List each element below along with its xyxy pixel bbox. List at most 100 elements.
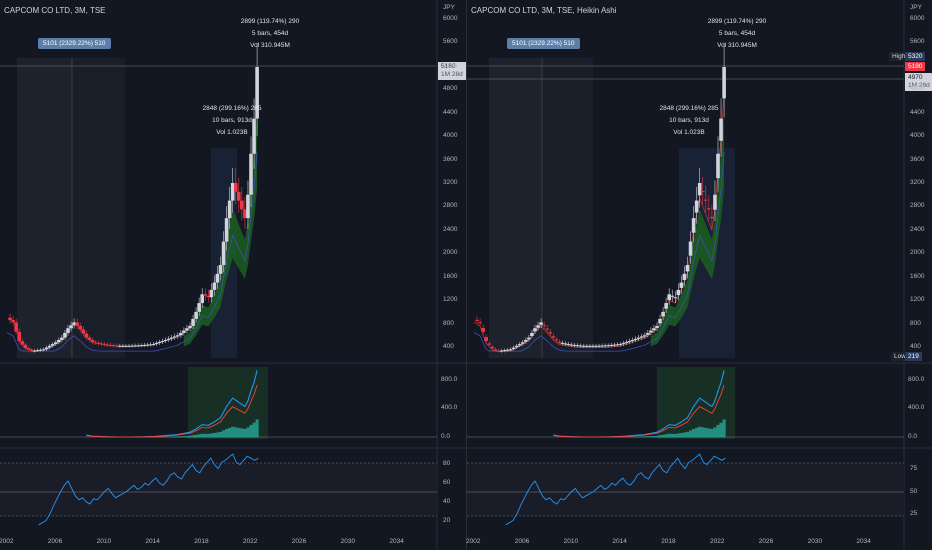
macd-histogram-bar bbox=[652, 435, 656, 438]
candle-body bbox=[84, 333, 89, 338]
price-chart-left[interactable] bbox=[0, 0, 466, 550]
candle-body bbox=[197, 303, 201, 312]
candle-body bbox=[139, 345, 143, 347]
candle-body bbox=[600, 345, 604, 347]
candle-body bbox=[643, 335, 647, 337]
time-tick: 2030 bbox=[807, 538, 823, 545]
candle-body bbox=[63, 332, 67, 338]
macd-histogram-bar bbox=[673, 433, 677, 438]
candle-body bbox=[108, 344, 113, 346]
candle-body bbox=[502, 350, 507, 352]
price-tick: 2800 bbox=[443, 202, 458, 210]
candle-body bbox=[172, 336, 177, 338]
time-tick: 2026 bbox=[758, 538, 774, 545]
time-tick: 2018 bbox=[661, 538, 676, 545]
candle-body bbox=[521, 342, 525, 344]
time-tick: 2034 bbox=[856, 538, 871, 545]
candle-body bbox=[96, 342, 101, 344]
candle-body bbox=[44, 347, 49, 350]
candle-body bbox=[243, 209, 247, 219]
price-tick: 4800 bbox=[443, 85, 458, 93]
rsi-tick: 80 bbox=[443, 460, 451, 467]
macd-histogram-bar bbox=[676, 433, 680, 438]
price-tick: 1600 bbox=[910, 272, 925, 280]
chart-panel-right[interactable]: CAPCOM CO LTD, 3M, TSE, Heikin Ashi JPY … bbox=[466, 0, 932, 550]
candle-body bbox=[142, 344, 147, 346]
time-tick: 2010 bbox=[563, 538, 579, 545]
macd-histogram-bar bbox=[640, 436, 644, 438]
candle-body bbox=[655, 325, 659, 328]
last-price-sub: 1M 28d bbox=[441, 71, 463, 78]
rsi-tick: 40 bbox=[443, 498, 451, 505]
candle-body bbox=[227, 200, 232, 219]
macd-histogram-bar bbox=[670, 433, 674, 438]
candle-body bbox=[710, 216, 714, 219]
candle-body bbox=[240, 200, 244, 210]
candle-body bbox=[560, 342, 565, 344]
last-price-tag: 5180 bbox=[905, 62, 926, 71]
candle-body bbox=[87, 337, 92, 340]
candle-body bbox=[127, 345, 131, 347]
candle-body bbox=[697, 183, 702, 196]
macd-histogram-bar bbox=[148, 436, 152, 438]
candle-body bbox=[200, 294, 204, 304]
price-tick: 3200 bbox=[443, 179, 458, 186]
measure-mid-change: 2848 (299.16%) 285 bbox=[659, 105, 719, 112]
macd-histogram-bar bbox=[212, 433, 216, 438]
price-tick: 3600 bbox=[443, 155, 458, 163]
macd-histogram-bar bbox=[615, 436, 619, 438]
signal-line bbox=[86, 384, 258, 438]
candle-body bbox=[575, 345, 580, 347]
macd-histogram-bar bbox=[682, 432, 687, 438]
candle-body bbox=[624, 342, 629, 344]
candle-body bbox=[69, 325, 73, 329]
candle-body bbox=[542, 325, 546, 327]
macd-tick: 800.0 bbox=[441, 376, 458, 383]
rsi-line bbox=[38, 453, 259, 526]
measure-badge: 5101 (2329.22%) 510 bbox=[38, 38, 111, 49]
macd-histogram-bar bbox=[246, 427, 250, 438]
macd-tick: 400.0 bbox=[908, 404, 925, 411]
candle-body bbox=[588, 345, 592, 347]
candle-body bbox=[582, 345, 586, 347]
candle-body bbox=[533, 328, 537, 332]
candle-body bbox=[90, 339, 95, 343]
measure-mid-vol: Vol 1.023B bbox=[216, 129, 248, 136]
candle-body bbox=[157, 342, 162, 344]
price-tick: 800 bbox=[443, 319, 454, 327]
macd-histogram-bar bbox=[197, 434, 201, 438]
macd-histogram-bar bbox=[252, 422, 256, 438]
candle-body bbox=[145, 344, 150, 346]
candle-body bbox=[716, 153, 720, 179]
macd-histogram-bar bbox=[221, 430, 226, 438]
chart-panel-left[interactable]: CAPCOM CO LTD, 3M, TSE JPY 2899 (119.74%… bbox=[0, 0, 466, 550]
candle-body bbox=[658, 318, 662, 324]
candle-body bbox=[496, 350, 501, 352]
price-tick: 1200 bbox=[443, 296, 458, 304]
price-chart-right[interactable] bbox=[467, 0, 932, 550]
candle-body bbox=[133, 345, 137, 347]
candle-body bbox=[566, 344, 571, 346]
candle-body bbox=[99, 343, 104, 345]
history-zone-2 bbox=[541, 58, 593, 358]
macd-histogram-bar bbox=[231, 426, 235, 438]
candle-body bbox=[60, 337, 64, 340]
candle-body bbox=[151, 344, 156, 346]
candle-body bbox=[130, 345, 134, 347]
measure-top-vol: Vol 310.945M bbox=[250, 42, 290, 49]
currency-label: JPY bbox=[910, 4, 922, 11]
candle-body bbox=[148, 344, 153, 346]
candle-body bbox=[688, 241, 693, 256]
measure-mid-bars: 10 bars, 913d bbox=[212, 117, 252, 124]
candle-body bbox=[233, 183, 238, 192]
candle-body bbox=[185, 328, 189, 331]
measure-top-bars: 5 bars, 454d bbox=[718, 30, 756, 37]
candle-body bbox=[255, 67, 259, 119]
price-tick: 5600 bbox=[910, 38, 925, 46]
candle-body bbox=[685, 265, 690, 272]
price-tick: 800 bbox=[910, 319, 921, 327]
candle-body bbox=[72, 322, 76, 326]
macd-histogram-bar bbox=[179, 436, 183, 438]
high-label: High bbox=[889, 52, 909, 61]
candle-body bbox=[484, 337, 488, 342]
